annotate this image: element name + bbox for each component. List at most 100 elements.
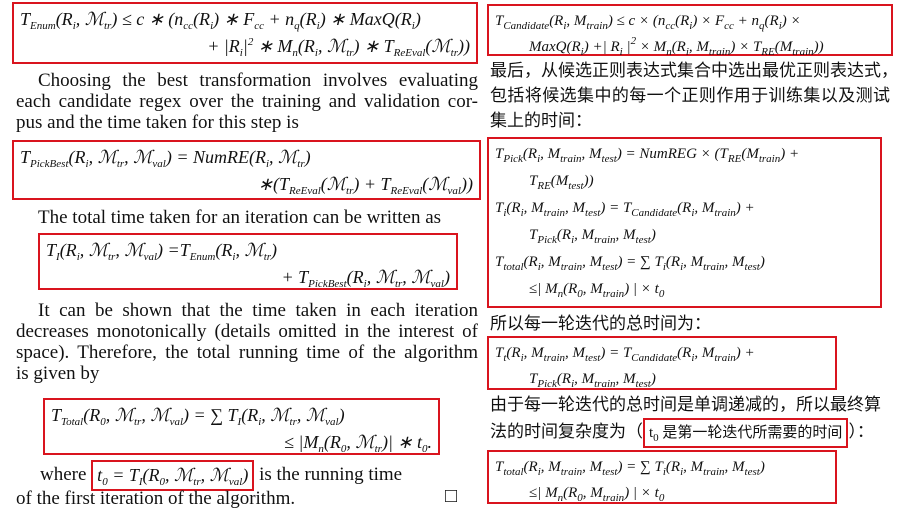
subscript: test xyxy=(602,261,618,273)
math-text: (R xyxy=(59,240,77,260)
subscript: i xyxy=(239,47,243,59)
math-text: ) xyxy=(414,9,421,29)
math-text: ) = ∑ T xyxy=(183,405,238,425)
math-text: (R xyxy=(523,254,538,270)
paragraph: The total time taken for an iteration ca… xyxy=(16,207,478,228)
text-line: 最后，从候选正则表达式集合中选出最优正则表达式， xyxy=(490,61,898,80)
math-text: , M xyxy=(724,254,745,270)
subscript: i xyxy=(537,466,541,478)
subscript: test xyxy=(744,466,760,478)
subscript: i xyxy=(258,416,262,428)
superscript: 2 xyxy=(630,35,637,47)
math-text: (R xyxy=(549,13,564,29)
subscript: Enum xyxy=(30,20,56,32)
text-line: Choosing the best transformation involve… xyxy=(38,70,478,91)
subscript: tr xyxy=(394,278,403,290)
math-text: , M xyxy=(615,227,636,243)
math-text: (R xyxy=(241,405,259,425)
subscript: Candidate xyxy=(631,352,678,364)
math-text: )| ∗ t xyxy=(381,432,422,452)
equation-line: ∗(TReEval(ℳtr) + TReEval(ℳval)) xyxy=(20,171,473,198)
math-text: ∗ M xyxy=(253,36,293,56)
subscript: 0 xyxy=(100,416,106,428)
subscript: 0 xyxy=(653,432,659,444)
subscript: n xyxy=(557,288,564,300)
equation-box: Ttotal(Ri, Mtrain, Mtest) = ∑ Ti(Ri, Mtr… xyxy=(487,450,837,504)
subscript: i xyxy=(314,47,318,59)
math-text: (R xyxy=(556,371,572,387)
math-text: (M xyxy=(741,146,759,162)
equation-line: TPick(Ri, Mtrain, Mtest) xyxy=(495,366,829,392)
math-text: + n xyxy=(263,9,295,29)
subscript: tr xyxy=(263,251,272,263)
math-text: , ℳ xyxy=(269,147,298,167)
math-text: ≤| M xyxy=(529,281,558,297)
math-text: )) xyxy=(813,39,824,55)
math-text: , ℳ xyxy=(317,36,347,56)
subscript: RE xyxy=(761,46,775,58)
math-text: , M xyxy=(582,485,603,501)
math-text: , M xyxy=(683,459,704,475)
math-text: (R xyxy=(671,39,686,55)
subscript: ReEval xyxy=(390,185,423,197)
math-text: , ℳ xyxy=(402,267,431,287)
math-text: (R xyxy=(556,227,572,243)
math-text: ) xyxy=(650,371,656,387)
equation-line: TEnum(Ri, ℳtr) ≤ c ∗ (ncc(Ri) ∗ Fcc + nq… xyxy=(20,6,470,33)
subscript: 0 xyxy=(577,492,583,504)
math-text: , ℳ xyxy=(366,267,395,287)
subscript: 0 xyxy=(102,476,108,488)
math-text: (R xyxy=(142,465,160,485)
math-text: , M xyxy=(582,281,603,297)
math-text: ) | × t xyxy=(624,485,659,501)
subscript: tr xyxy=(374,443,382,455)
math-text: ) × T xyxy=(730,39,762,55)
subscript: n xyxy=(318,443,324,455)
math-text: (R xyxy=(665,254,681,270)
subscript: 0 xyxy=(658,288,665,300)
inline-equation-box: t0 是第一轮迭代所需要的时间 xyxy=(643,418,849,448)
subscript: i xyxy=(520,207,524,219)
math-text: (ℳ xyxy=(320,174,347,194)
math-text: , M xyxy=(540,146,561,162)
math-text: = T xyxy=(107,465,139,485)
subscript: tr xyxy=(289,416,297,428)
math-text: , M xyxy=(540,459,561,475)
math-text: (R xyxy=(299,9,317,29)
inline-equation-box: t0 = TI(R0, ℳtr, ℳval) xyxy=(91,460,255,491)
math-text: | xyxy=(622,39,631,55)
subscript: tr xyxy=(134,416,142,428)
subscript: train xyxy=(560,153,582,165)
math-text: , ℳ xyxy=(115,240,144,260)
math-text: , ℳ xyxy=(235,240,264,260)
subscript: train xyxy=(792,46,814,58)
math-text: (R xyxy=(523,459,538,475)
equation-box: TCandidate(Ri, Mtrain) ≤ c × (ncc(Ri) × … xyxy=(487,4,893,58)
math-text: (M xyxy=(550,173,569,189)
subscript: i xyxy=(778,20,782,32)
text-line: The total time taken for an iteration ca… xyxy=(38,207,442,228)
text-line: decreases monotonically (details omitted… xyxy=(16,321,478,342)
subscript: i xyxy=(363,278,367,290)
subscript: Enum xyxy=(189,251,216,263)
subscript: i xyxy=(411,20,415,32)
math-text: ) ∗ T xyxy=(353,36,394,56)
subscript: test xyxy=(585,352,601,364)
subscript: i xyxy=(537,153,541,165)
math-text: , ℳ xyxy=(105,405,134,425)
subscript: n xyxy=(292,47,298,59)
equation-box: TEnum(Ri, ℳtr) ≤ c ∗ (ncc(Ri) ∗ Fcc + nq… xyxy=(12,2,478,64)
text-line: is given by xyxy=(16,363,100,384)
math-text: , M xyxy=(565,345,586,361)
subscript: tr xyxy=(116,158,125,170)
subscript: 0 xyxy=(159,476,166,488)
math-text: )) xyxy=(461,174,473,194)
math-text: , M xyxy=(523,345,544,361)
equation-box: TPickBest(Ri, ℳtr, ℳval) = NumRE(Ri, ℳtr… xyxy=(12,140,481,200)
subscript: i xyxy=(503,207,507,219)
math-text: , ℳ xyxy=(296,405,326,425)
math-text: , M xyxy=(566,13,587,29)
qed-mark: □ xyxy=(445,485,458,507)
math-text: ) xyxy=(304,147,311,167)
